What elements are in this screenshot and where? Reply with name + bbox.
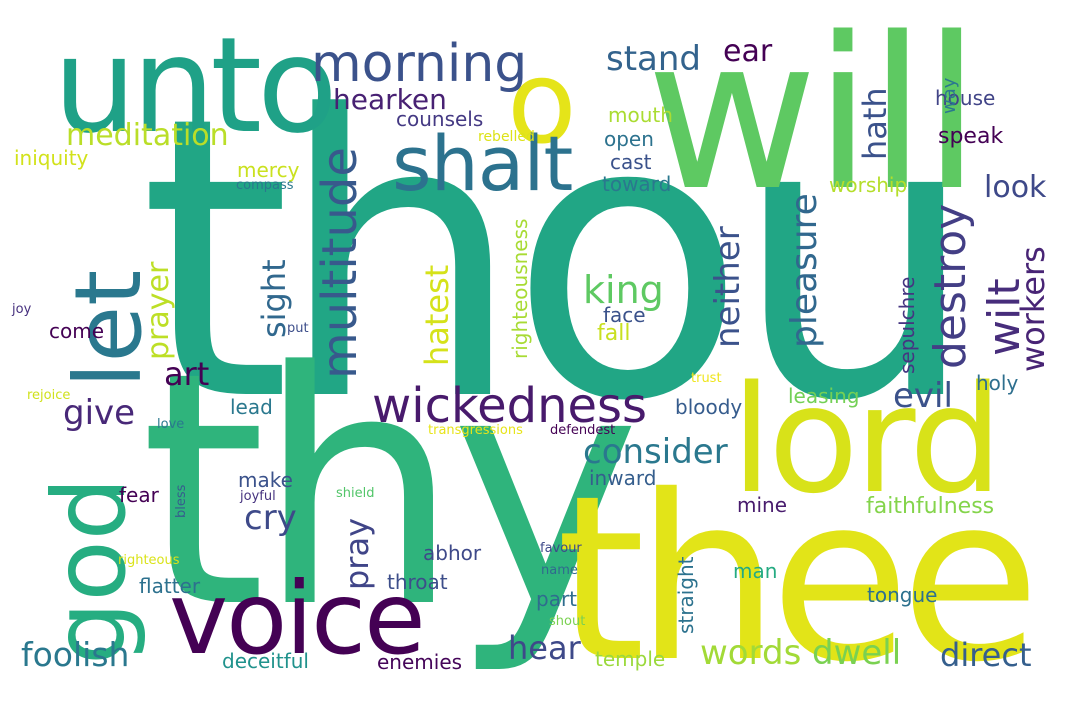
word: enemies: [377, 650, 463, 674]
word: name: [541, 563, 578, 578]
word: temple: [595, 647, 666, 671]
word: king: [583, 268, 664, 312]
word: look: [984, 170, 1047, 205]
word: compass: [236, 178, 294, 193]
word: make: [238, 468, 293, 492]
word: art: [164, 355, 210, 393]
word: bless: [174, 484, 189, 518]
word: shield: [336, 486, 375, 501]
word: foolish: [21, 635, 130, 674]
word: inward: [589, 466, 657, 490]
word: thy: [140, 303, 641, 678]
word: o: [507, 36, 577, 169]
word: stand: [606, 39, 702, 79]
word: straight: [674, 556, 698, 634]
word: tongue: [867, 583, 938, 607]
word: direct: [940, 636, 1032, 674]
word: man: [733, 559, 778, 583]
word: will: [646, 0, 981, 237]
word: lead: [230, 395, 273, 419]
word: love: [157, 417, 185, 432]
word: transgressions: [428, 423, 523, 438]
word: throat: [387, 570, 448, 594]
word: thee: [556, 446, 1040, 712]
word: wickedness: [372, 378, 648, 434]
word: thou: [139, 34, 978, 486]
word: evil: [893, 376, 953, 416]
word: cast: [610, 150, 652, 174]
word: hearken: [333, 83, 447, 116]
word: face: [603, 303, 646, 327]
word: lord: [731, 354, 1003, 526]
word: put: [287, 321, 309, 336]
word: dwell: [812, 633, 902, 673]
word: morning: [311, 34, 528, 94]
word: prayer: [141, 261, 176, 360]
word: rejoice: [27, 388, 71, 403]
word: iniquity: [14, 146, 89, 170]
word: fall: [597, 321, 631, 346]
word: defendest: [550, 423, 616, 438]
word: sepulchre: [895, 276, 919, 374]
word: speak: [938, 124, 1004, 149]
word: righteous: [118, 553, 180, 568]
word: abhor: [423, 541, 482, 565]
word: pleasure: [784, 193, 825, 348]
word: way: [939, 77, 960, 114]
word: open: [604, 127, 654, 151]
word: shout: [549, 614, 586, 629]
word: rebelled: [478, 129, 535, 145]
word: joyful: [240, 489, 276, 504]
word: cry: [244, 498, 297, 538]
word: part: [536, 587, 578, 611]
word: come: [49, 319, 105, 343]
word: deceitful: [222, 649, 309, 673]
word: house: [935, 86, 996, 110]
word: multitude: [312, 147, 368, 379]
word: worship: [829, 173, 908, 197]
word: words: [700, 633, 802, 673]
word: ear: [723, 34, 773, 69]
word: hath: [856, 87, 894, 160]
word: joy: [12, 302, 32, 317]
word: toward: [602, 172, 672, 196]
word: workers: [1014, 246, 1052, 372]
word: favour: [540, 541, 582, 556]
word: mercy: [237, 158, 300, 182]
word: bloody: [675, 395, 743, 419]
word: pray: [338, 517, 376, 590]
word: mine: [737, 493, 788, 517]
word: shalt: [392, 119, 573, 208]
word: destroy: [925, 203, 976, 369]
word: consider: [583, 432, 728, 472]
word: righteousness: [508, 218, 532, 359]
word: leasing: [788, 384, 860, 408]
word: holy: [976, 371, 1019, 395]
word: trust: [691, 371, 722, 386]
word: flatter: [139, 574, 201, 598]
word: fear: [119, 483, 159, 507]
word: mouth: [608, 103, 673, 127]
word: faithfulness: [866, 494, 995, 519]
word: hatest: [418, 264, 456, 366]
word: give: [63, 393, 136, 433]
word: voice: [169, 560, 426, 677]
word: hear: [508, 629, 581, 667]
word: sight: [255, 259, 293, 338]
word: meditation: [66, 118, 229, 153]
word: neither: [708, 226, 748, 348]
word: unto: [53, 9, 338, 163]
word: counsels: [396, 107, 484, 131]
